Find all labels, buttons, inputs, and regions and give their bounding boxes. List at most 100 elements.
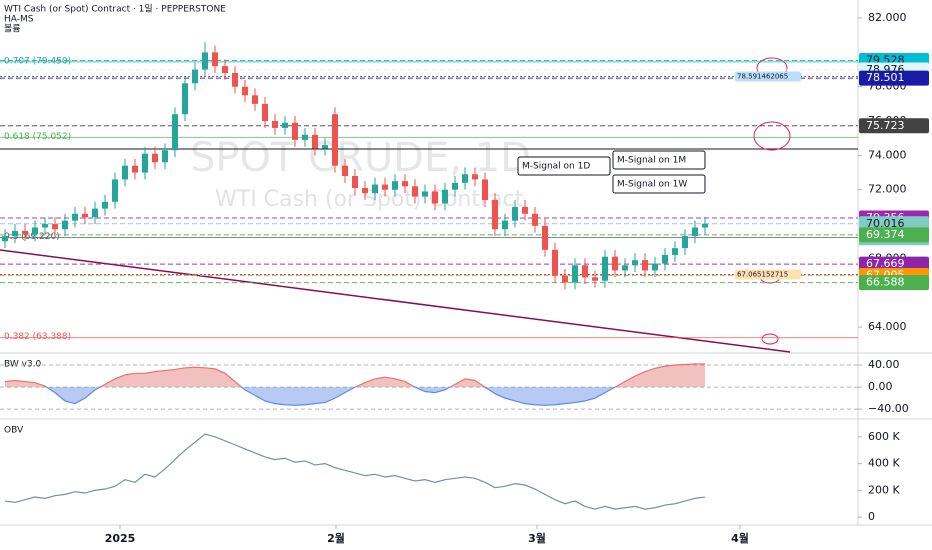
annotation-box (612, 150, 706, 170)
candle-body (2, 236, 8, 242)
candle-body (462, 174, 468, 183)
x-tick-label: 2025 (105, 532, 136, 545)
annotation: M-Signal on 1M (617, 156, 686, 166)
price-label: 67.669 (866, 257, 905, 270)
price-label-box (859, 118, 929, 134)
candle-body (532, 213, 538, 226)
y-tick-label: 200 K (868, 483, 900, 496)
candle-body (592, 277, 598, 281)
candle-body (12, 230, 18, 237)
candle-body (492, 200, 498, 230)
candle-body (262, 103, 268, 122)
y-tick-label: 600 K (868, 430, 900, 443)
candle-body (382, 184, 388, 190)
candle-body (662, 254, 668, 264)
price-label-box (859, 275, 929, 291)
candle-body (502, 220, 508, 230)
candle-body (612, 256, 618, 271)
candle-body (702, 223, 708, 228)
price-label: 69.374 (866, 228, 905, 241)
fib-label: 0.618 (75.052) (4, 132, 71, 142)
candle-body (182, 83, 188, 115)
annotation-box (612, 174, 706, 194)
price-label: 66.588 (866, 276, 905, 289)
candle-body (412, 186, 418, 197)
price-label-box (859, 227, 929, 243)
candle-body (562, 275, 568, 283)
candle-body (132, 165, 138, 173)
candle-body (102, 201, 108, 209)
candle-body (552, 249, 558, 276)
y-tick-label: −40.00 (868, 402, 909, 415)
candle-body (582, 265, 588, 278)
candle-body (112, 179, 118, 202)
level-note-box (735, 71, 801, 82)
y-tick-label: 40.00 (868, 358, 900, 371)
candle-body (652, 263, 658, 271)
y-tick-label: 0 (868, 510, 875, 523)
candle-body (352, 176, 358, 189)
candle-body (272, 121, 278, 128)
candle-body (172, 114, 178, 151)
candle-body (232, 72, 238, 87)
candle-body (72, 213, 78, 221)
annotation: M-Signal on 1D (522, 162, 590, 172)
candle-body (22, 230, 28, 235)
candle-body (602, 256, 608, 281)
candle-body (212, 52, 218, 67)
symbol-title: WTI Cash (or Spot) Contract · 1일 · PEPPE… (4, 4, 226, 15)
obv-line (4, 433, 706, 510)
price-label: 75.723 (866, 119, 905, 132)
candle-body (292, 122, 298, 140)
annotation: M-Signal on 1W (617, 180, 687, 190)
price-label-box (859, 256, 929, 272)
y-tick-label: 0.00 (868, 380, 893, 393)
indicator-name: 볼륨 (4, 24, 21, 35)
level-note: 67.065152715 (737, 270, 788, 278)
candle-body (332, 114, 338, 166)
candle-body (322, 145, 328, 149)
watermark: SPOT CRUDE, 1D (190, 135, 531, 181)
y-tick-label: 74.000 (868, 148, 907, 161)
oscillator-area (5, 363, 705, 406)
candle-body (122, 165, 128, 180)
candle-body (82, 213, 88, 218)
y-tick-label: 82.000 (868, 11, 907, 24)
panel-title: OBV (4, 426, 24, 436)
candle-body (342, 165, 348, 176)
candle-body (422, 191, 428, 197)
fib-label: 0.382 (63.388) (4, 332, 71, 342)
candle-body (482, 179, 488, 201)
candle-body (522, 206, 528, 214)
candle-body (542, 225, 548, 250)
candle-body (142, 153, 148, 173)
candle-body (432, 191, 438, 204)
watermark: WTI Cash (or Spot) Contract (215, 187, 524, 212)
candle-body (202, 52, 208, 70)
candle-body (692, 227, 698, 237)
trend-line (0, 249, 791, 353)
candle-body (162, 150, 168, 163)
candle-body (222, 66, 228, 73)
candle-body (452, 182, 458, 190)
candle-body (372, 184, 378, 194)
candle-body (472, 174, 478, 180)
candle-body (152, 153, 158, 163)
oscillator-line (4, 363, 705, 406)
price-label: 78.501 (866, 71, 905, 84)
candle-body (402, 181, 408, 187)
fib-label: 0.5 (69.220) (4, 232, 60, 242)
indicator-name: HA-MS (4, 15, 34, 25)
candle-body (282, 122, 288, 128)
y-tick-label: 64.000 (868, 320, 907, 333)
panel-title: BW v3.0 (4, 360, 42, 370)
candle-body (32, 227, 38, 235)
candle-body (442, 189, 448, 204)
y-tick-label: 72.000 (868, 183, 907, 196)
annotation-box (517, 156, 611, 176)
y-tick-label: 400 K (868, 457, 900, 470)
candle-body (632, 260, 638, 266)
candle-body (252, 95, 258, 104)
highlight-circle (761, 333, 779, 345)
candle-body (642, 260, 648, 271)
